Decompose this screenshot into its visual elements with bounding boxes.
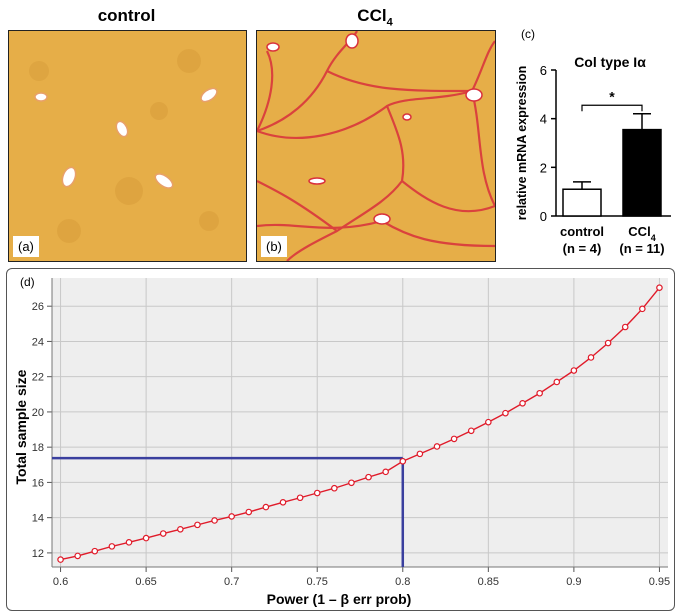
data-point [553, 378, 561, 386]
y-tick-label: 12 [32, 548, 44, 560]
x-tick-label: 0.65 [135, 576, 156, 588]
central-vein [115, 120, 129, 138]
bar-control [562, 188, 602, 217]
data-point [365, 473, 372, 481]
bar-chart-col-type-1a: (c) Col type Iα relative mRNA expression… [515, 27, 671, 256]
panel-a-label: (a) [13, 236, 39, 257]
data-point [467, 427, 475, 435]
category-label-control: control [560, 224, 604, 239]
panel-b-label: (b) [261, 236, 287, 257]
bar-ccl [622, 128, 662, 217]
data-point [639, 305, 646, 313]
central-vein [200, 87, 218, 103]
data-point [74, 552, 81, 560]
x-tick-label: 0.85 [478, 576, 499, 588]
data-point [245, 508, 253, 516]
panel-d-label: (d) [20, 275, 35, 289]
vessel [465, 88, 483, 102]
data-point [536, 389, 543, 397]
y-tick-label: 6 [540, 63, 547, 78]
panel-c-label: (c) [521, 27, 535, 41]
data-point [228, 513, 235, 520]
data-point [433, 443, 441, 450]
panel-a-title: control [97, 6, 156, 25]
data-point [587, 354, 595, 361]
category-n-label: (n = 4) [563, 241, 602, 256]
data-point [296, 494, 304, 502]
y-tick-label: 0 [540, 209, 547, 224]
data-point [348, 479, 355, 487]
data-point [313, 489, 321, 497]
y-tick-label: 26 [32, 301, 44, 313]
category-n-label: (n = 11) [619, 241, 664, 256]
y-tick-label: 14 [32, 513, 44, 525]
y-tick-label: 20 [32, 407, 44, 419]
histology-image-ccl4: (b) [256, 30, 496, 262]
x-tick-label: 0.9 [566, 576, 581, 588]
y-tick-label: 16 [32, 477, 44, 489]
y-tick-label: 4 [540, 112, 547, 127]
x-tick-label: 0.6 [53, 576, 68, 588]
y-tick-label: 24 [32, 336, 44, 348]
chart-d-xlabel: Power (1 – β err prob) [267, 591, 412, 607]
data-point [502, 409, 509, 417]
x-tick-label: 0.75 [307, 576, 328, 588]
data-point [450, 435, 458, 443]
data-point [279, 499, 287, 506]
data-point [604, 339, 612, 347]
data-point [519, 399, 526, 407]
tissue-background [9, 31, 246, 261]
x-tick-label: 0.7 [224, 576, 239, 588]
x-tick-label: 0.95 [649, 576, 670, 588]
vessel [266, 42, 280, 52]
data-point [159, 530, 167, 537]
data-point [194, 521, 201, 529]
data-point [142, 534, 150, 542]
data-point [382, 468, 389, 476]
central-vein [34, 92, 48, 102]
y-tick-label: 18 [32, 442, 44, 454]
data-point [331, 484, 338, 492]
central-vein [61, 166, 77, 188]
significance-bracket [581, 104, 643, 112]
vessel [402, 113, 412, 121]
data-point [416, 450, 424, 458]
data-point [125, 539, 133, 546]
data-point [485, 418, 492, 426]
data-point [570, 367, 578, 374]
vessel [373, 213, 391, 225]
central-vein [154, 173, 174, 189]
chart-c-ylabel: relative mRNA expression [515, 66, 529, 220]
data-point [262, 503, 270, 511]
data-point [621, 323, 629, 331]
data-point [211, 517, 218, 524]
panel-b-title: CCl4 [357, 6, 393, 29]
data-point [656, 284, 663, 291]
y-tick-label: 22 [32, 372, 44, 384]
significance-marker: * [609, 88, 615, 104]
chart-d-ylabel: Total sample size [13, 369, 29, 484]
vessel [308, 177, 326, 185]
plot-area [52, 278, 668, 567]
chart-c-title: Col type Iα [574, 54, 646, 70]
data-point [399, 457, 407, 465]
y-tick-label: 2 [540, 160, 547, 175]
histology-image-control: (a) [8, 30, 247, 262]
category-label-ccl: CCl4 [628, 224, 655, 243]
data-point [91, 547, 99, 555]
x-tick-label: 0.8 [395, 576, 410, 588]
data-point [57, 556, 64, 563]
data-point [177, 525, 184, 533]
data-point [108, 543, 116, 550]
vessel [345, 33, 359, 49]
